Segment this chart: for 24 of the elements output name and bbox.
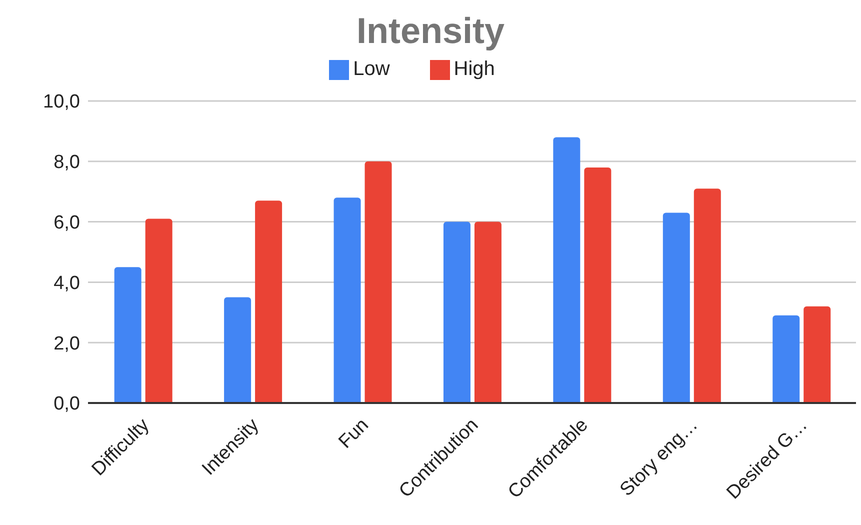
x-tick-label: Fun — [334, 414, 373, 453]
bar — [662, 212, 690, 403]
bar — [255, 200, 282, 403]
bar — [224, 297, 252, 403]
y-tick-label: 10,0 — [43, 92, 80, 113]
bar — [334, 198, 361, 403]
bar — [145, 218, 172, 403]
legend-label: High — [454, 58, 495, 80]
y-tick-label: 4,0 — [54, 272, 80, 294]
bar — [694, 188, 721, 403]
y-tick-label: 0,0 — [54, 394, 80, 415]
legend-label: Low — [353, 58, 390, 80]
y-tick-label: 6,0 — [54, 212, 80, 234]
bar — [364, 161, 392, 403]
bar — [584, 167, 612, 403]
bar — [553, 137, 580, 403]
bar — [443, 222, 470, 403]
bar — [474, 222, 502, 403]
y-tick-label: 8,0 — [54, 152, 80, 174]
bar — [772, 315, 800, 403]
bar — [114, 267, 142, 403]
chart-title: Intensity — [355, 9, 506, 53]
y-tick-label: 2,0 — [54, 333, 80, 354]
bar — [804, 306, 831, 403]
